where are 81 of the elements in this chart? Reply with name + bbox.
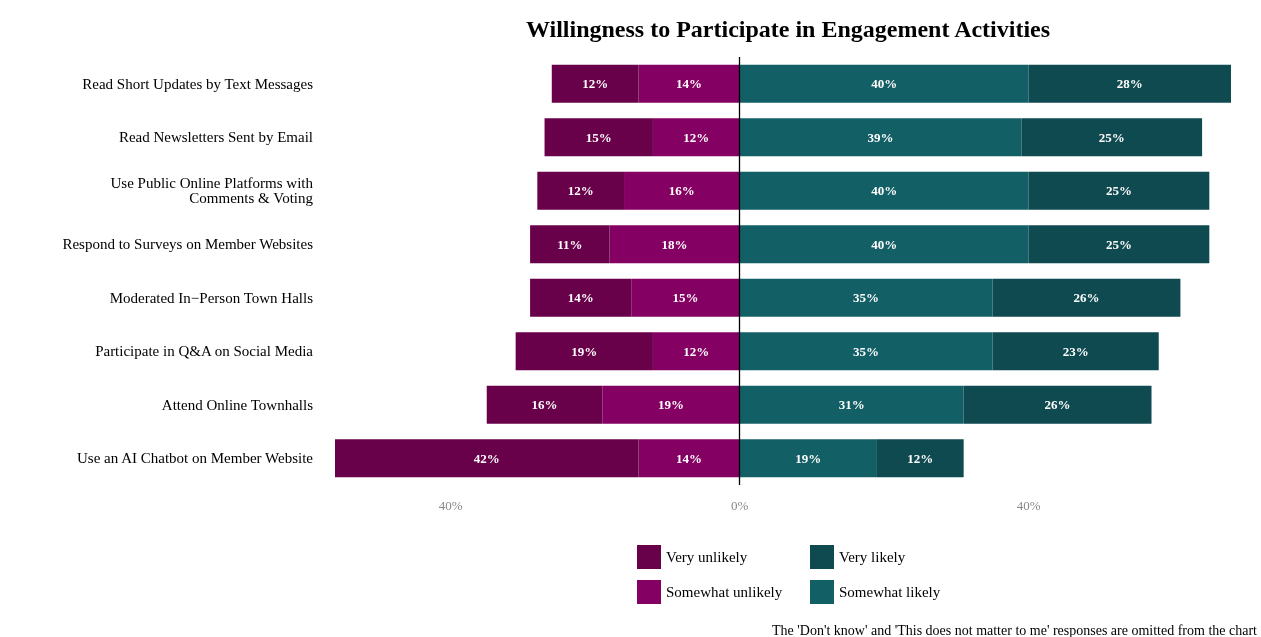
x-tick-label: 0% <box>730 498 749 513</box>
bar <box>544 118 653 157</box>
bar <box>876 439 964 478</box>
bar <box>602 385 740 424</box>
bar <box>624 171 740 210</box>
y-tick-label: Read Short Updates by Text Messages <box>82 75 314 92</box>
bar <box>551 64 639 103</box>
bar <box>992 278 1181 317</box>
data-label: 40% <box>871 183 898 199</box>
data-label: 15% <box>585 129 612 145</box>
y-tick-label: Attend Online Townhalls <box>161 396 314 413</box>
bar <box>1028 64 1231 103</box>
data-label: 12% <box>683 129 710 145</box>
data-label: 25% <box>1106 236 1132 252</box>
data-label: 23% <box>1062 343 1089 359</box>
x-tick-label: 40% <box>438 498 463 513</box>
data-label: 42% <box>473 450 500 466</box>
data-label: 19% <box>571 343 598 359</box>
data-label: 25% <box>1106 183 1132 199</box>
bar <box>739 332 993 371</box>
data-label: 35% <box>853 290 880 306</box>
data-label: 14% <box>676 450 703 466</box>
bar <box>1028 171 1210 210</box>
bar <box>1021 118 1203 157</box>
legend-label: Very unlikely <box>666 549 748 565</box>
bar <box>652 332 740 371</box>
y-tick-label: Respond to Surveys on Member Websites <box>62 236 314 253</box>
y-tick-label: Participate in Q&A on Social Media <box>95 343 314 360</box>
bar <box>638 439 740 478</box>
data-label: 19% <box>795 450 822 466</box>
bar <box>638 64 740 103</box>
bar <box>486 385 603 424</box>
bar <box>739 439 877 478</box>
bar <box>992 332 1159 371</box>
data-label: 16% <box>668 183 695 199</box>
data-label: 40% <box>871 236 898 252</box>
bar <box>739 225 1029 264</box>
data-label: 16% <box>531 397 558 413</box>
bar <box>515 332 653 371</box>
y-tick-label: Use an AI Chatbot on Member Website <box>77 450 314 467</box>
bar <box>530 225 610 264</box>
data-label: 11% <box>557 236 583 252</box>
data-label: 12% <box>582 76 609 92</box>
bar <box>739 64 1029 103</box>
bar <box>631 278 740 317</box>
data-label: 12% <box>567 183 594 199</box>
legend-label: Somewhat likely <box>839 584 941 600</box>
data-label: 35% <box>853 343 880 359</box>
data-label: 19% <box>658 397 684 413</box>
bar <box>537 171 625 210</box>
bar <box>739 278 993 317</box>
text: The 'Don't know' and 'This does not matter to me' responses are omitted from the chart <box>772 622 1258 637</box>
bar <box>963 385 1152 424</box>
bar <box>530 278 632 317</box>
data-label: 39% <box>867 129 894 145</box>
bar <box>652 118 740 157</box>
bar <box>335 439 639 478</box>
bar <box>739 118 1022 157</box>
legend-label: Somewhat unlikely <box>666 584 783 600</box>
bar <box>739 385 964 424</box>
data-label: 12% <box>907 450 934 466</box>
legend-label: Very likely <box>839 549 906 565</box>
data-label: 31% <box>838 397 865 413</box>
bar <box>1028 225 1210 264</box>
bar <box>739 171 1029 210</box>
data-label: 14% <box>676 76 703 92</box>
data-label: 26% <box>1044 397 1071 413</box>
y-tick-label: Read Newsletters Sent by Email <box>118 129 313 146</box>
data-label: 18% <box>661 236 688 252</box>
x-tick-label: 40% <box>1016 498 1041 513</box>
data-label: 28% <box>1116 76 1143 92</box>
bar <box>609 225 740 264</box>
chart-title: Willingness to Participate in Engagement Activities <box>525 16 1051 42</box>
y-tick-label: Moderated In−Person Town Halls <box>109 289 314 306</box>
data-label: 15% <box>672 290 699 306</box>
data-label: 40% <box>871 76 898 92</box>
data-label: 26% <box>1073 290 1100 306</box>
data-label: 12% <box>683 343 710 359</box>
data-label: 25% <box>1098 129 1125 145</box>
data-label: 14% <box>567 290 594 306</box>
y-tick-label: Use Public Online Platforms with Comments & Voting <box>110 175 314 207</box>
